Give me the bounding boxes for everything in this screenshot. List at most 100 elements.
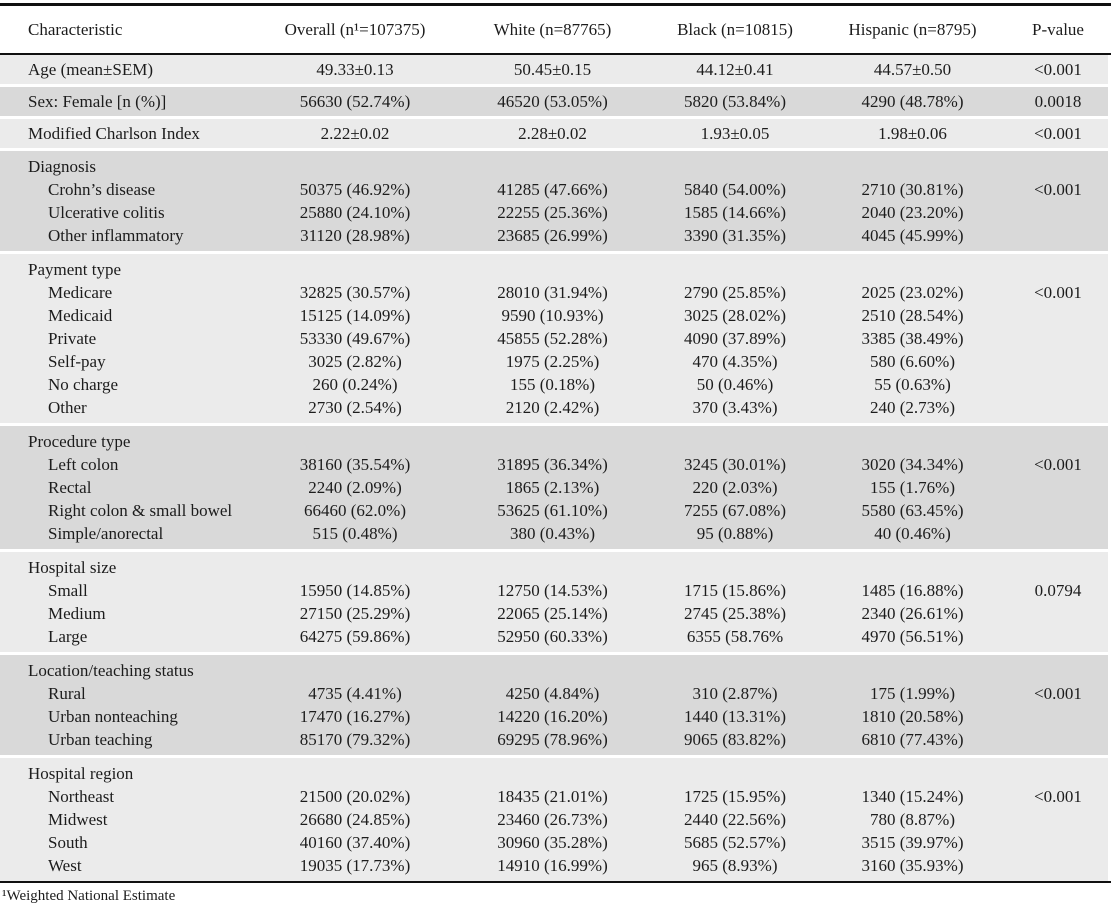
value-cell: 3390 (31.35%) [684,226,786,245]
table-row-group: Procedure type Left colon 38160 (35.54%) 31… [0,426,1108,549]
value-cell: 155 (0.18%) [510,375,595,394]
p-value-cell: 0.0794 [1034,581,1082,600]
table-row-line: West 19035 (17.73%) 14910 (16.99%) 965 (8.9… [0,854,1108,877]
value-cell: 40160 (37.40%) [299,833,411,852]
row-label: Sex: Female [n (%)] [28,91,167,111]
value-cell: 1865 (2.13%) [505,478,600,497]
value-cell: 66460 (62.0%) [304,501,406,520]
p-value-cell: <0.001 [1034,123,1082,143]
value-cell: 240 (2.73%) [870,398,955,417]
row-label: Ulcerative colitis [48,203,165,222]
value-cell: 85170 (79.32%) [299,730,411,749]
value-cell: 1715 (15.86%) [684,581,786,600]
value-cell: 175 (1.99%) [870,684,955,703]
p-value-cell: <0.001 [1034,684,1082,703]
group-label: Hospital region [28,764,134,783]
group-label: Diagnosis [28,157,96,176]
p-value-cell: <0.001 [1034,787,1082,806]
value-cell: 3385 (38.49%) [861,329,964,348]
value-cell: 2.28±0.02 [518,123,587,143]
row-label: Large [48,627,88,646]
row-label: Other [48,398,87,417]
value-cell: 5820 (53.84%) [684,91,786,111]
value-cell: 6810 (77.43%) [861,730,964,749]
row-label: Modified Charlson Index [28,123,200,143]
p-value-cell: <0.001 [1034,59,1082,79]
value-cell: 69295 (78.96%) [497,730,608,749]
row-label: South [48,833,88,852]
value-cell: 64275 (59.86%) [299,627,411,646]
value-cell: 1.98±0.06 [878,123,947,143]
value-cell: 2120 (2.42%) [505,398,600,417]
value-cell: 28010 (31.94%) [497,283,608,302]
group-header-line: Hospital region [0,762,1108,785]
value-cell: 2340 (26.61%) [861,604,964,623]
table-row-group: Hospital size Small 15950 (14.85%) 12750 (1… [0,552,1108,652]
value-cell: 30960 (35.28%) [497,833,608,852]
table-row-line: Small 15950 (14.85%) 12750 (14.53%) 1715 (1… [0,579,1108,602]
row-label: Simple/anorectal [48,524,164,543]
value-cell: 1585 (14.66%) [684,203,786,222]
value-cell: 95 (0.88%) [696,524,774,543]
table-row-line: Large 64275 (59.86%) 52950 (60.33%) 6355 (5… [0,625,1108,648]
value-cell: 9590 (10.93%) [501,306,604,325]
group-header-line: Payment type [0,258,1108,281]
table-row: Modified Charlson Index 2.22±0.02 2.28±0.0… [0,119,1108,148]
value-cell: 21500 (20.02%) [299,787,411,806]
value-cell: 25880 (24.10%) [299,203,411,222]
value-cell: 260 (0.24%) [312,375,398,394]
value-cell: 55 (0.63%) [874,375,951,394]
value-cell: 7255 (67.08%) [684,501,786,520]
value-cell: 52950 (60.33%) [497,627,608,646]
value-cell: 1340 (15.24%) [861,787,964,806]
p-value-cell: <0.001 [1034,283,1082,302]
value-cell: 1440 (13.31%) [684,707,786,726]
value-cell: 2510 (28.54%) [861,306,964,325]
value-cell: 3025 (2.82%) [308,352,402,371]
row-label: Medium [48,604,106,623]
value-cell: 3020 (34.34%) [861,455,964,474]
row-label: Medicare [48,283,113,302]
table-row-line: Medicaid 15125 (14.09%) 9590 (10.93%) 3025 … [0,304,1108,327]
row-label: Urban teaching [48,730,153,749]
table-row-line: Rural 4735 (4.41%) 4250 (4.84%) 310 (2.87%)… [0,682,1108,705]
value-cell: 580 (6.60%) [870,352,955,371]
value-cell: 50.45±0.15 [513,59,592,79]
value-cell: 1485 (16.88%) [861,581,964,600]
value-cell: 44.12±0.41 [696,59,774,79]
table-row-line: Self-pay 3025 (2.82%) 1975 (2.25%) 470 (4.3… [0,350,1108,373]
group-header-line: Diagnosis [0,155,1108,178]
table-row-line: Urban teaching 85170 (79.32%) 69295 (78.96… [0,728,1108,751]
value-cell: 32825 (30.57%) [299,283,411,302]
value-cell: 31895 (36.34%) [497,455,608,474]
column-header-1: Overall (n¹=107375) [284,19,426,39]
group-label: Procedure type [28,432,131,451]
value-cell: 40 (0.46%) [874,524,951,543]
table-row-line: Rectal 2240 (2.09%) 1865 (2.13%) 220 (2.03%… [0,476,1108,499]
table-row-line: Right colon & small bowel 66460 (62.0%) 53… [0,499,1108,522]
value-cell: 50 (0.46%) [696,375,774,394]
value-cell: 14220 (16.20%) [497,707,608,726]
value-cell: 3160 (35.93%) [861,856,964,875]
row-label: Left colon [48,455,119,474]
row-label: Northeast [48,787,115,806]
table-footnote: ¹Weighted National Estimate [2,888,176,904]
value-cell: 1810 (20.58%) [861,707,964,726]
value-cell: 4045 (45.99%) [861,226,964,245]
table-row-line: Midwest 26680 (24.85%) 23460 (26.73%) 2440 … [0,808,1108,831]
row-label: Rectal [48,478,92,497]
table-row-line: Medium 27150 (25.29%) 22065 (25.14%) 2745 (… [0,602,1108,625]
value-cell: 515 (0.48%) [312,524,398,543]
group-label: Location/teaching status [28,661,194,680]
value-cell: 17470 (16.27%) [299,707,411,726]
table-row-line: Modified Charlson Index 2.22±0.02 2.28±0.0… [0,119,1108,148]
value-cell: 1975 (2.25%) [505,352,600,371]
group-header-line: Hospital size [0,556,1108,579]
value-cell: 2.22±0.02 [320,123,390,143]
value-cell: 12750 (14.53%) [497,581,608,600]
value-cell: 2710 (30.81%) [861,180,964,199]
table-row-line: Other inflammatory 31120 (28.98%) 23685 (2… [0,224,1108,247]
value-cell: 27150 (25.29%) [299,604,411,623]
table-row-line: Ulcerative colitis 25880 (24.10%) 22255 (2… [0,201,1108,224]
table-row-line: Other 2730 (2.54%) 2120 (2.42%) 370 (3.43%)… [0,396,1108,419]
